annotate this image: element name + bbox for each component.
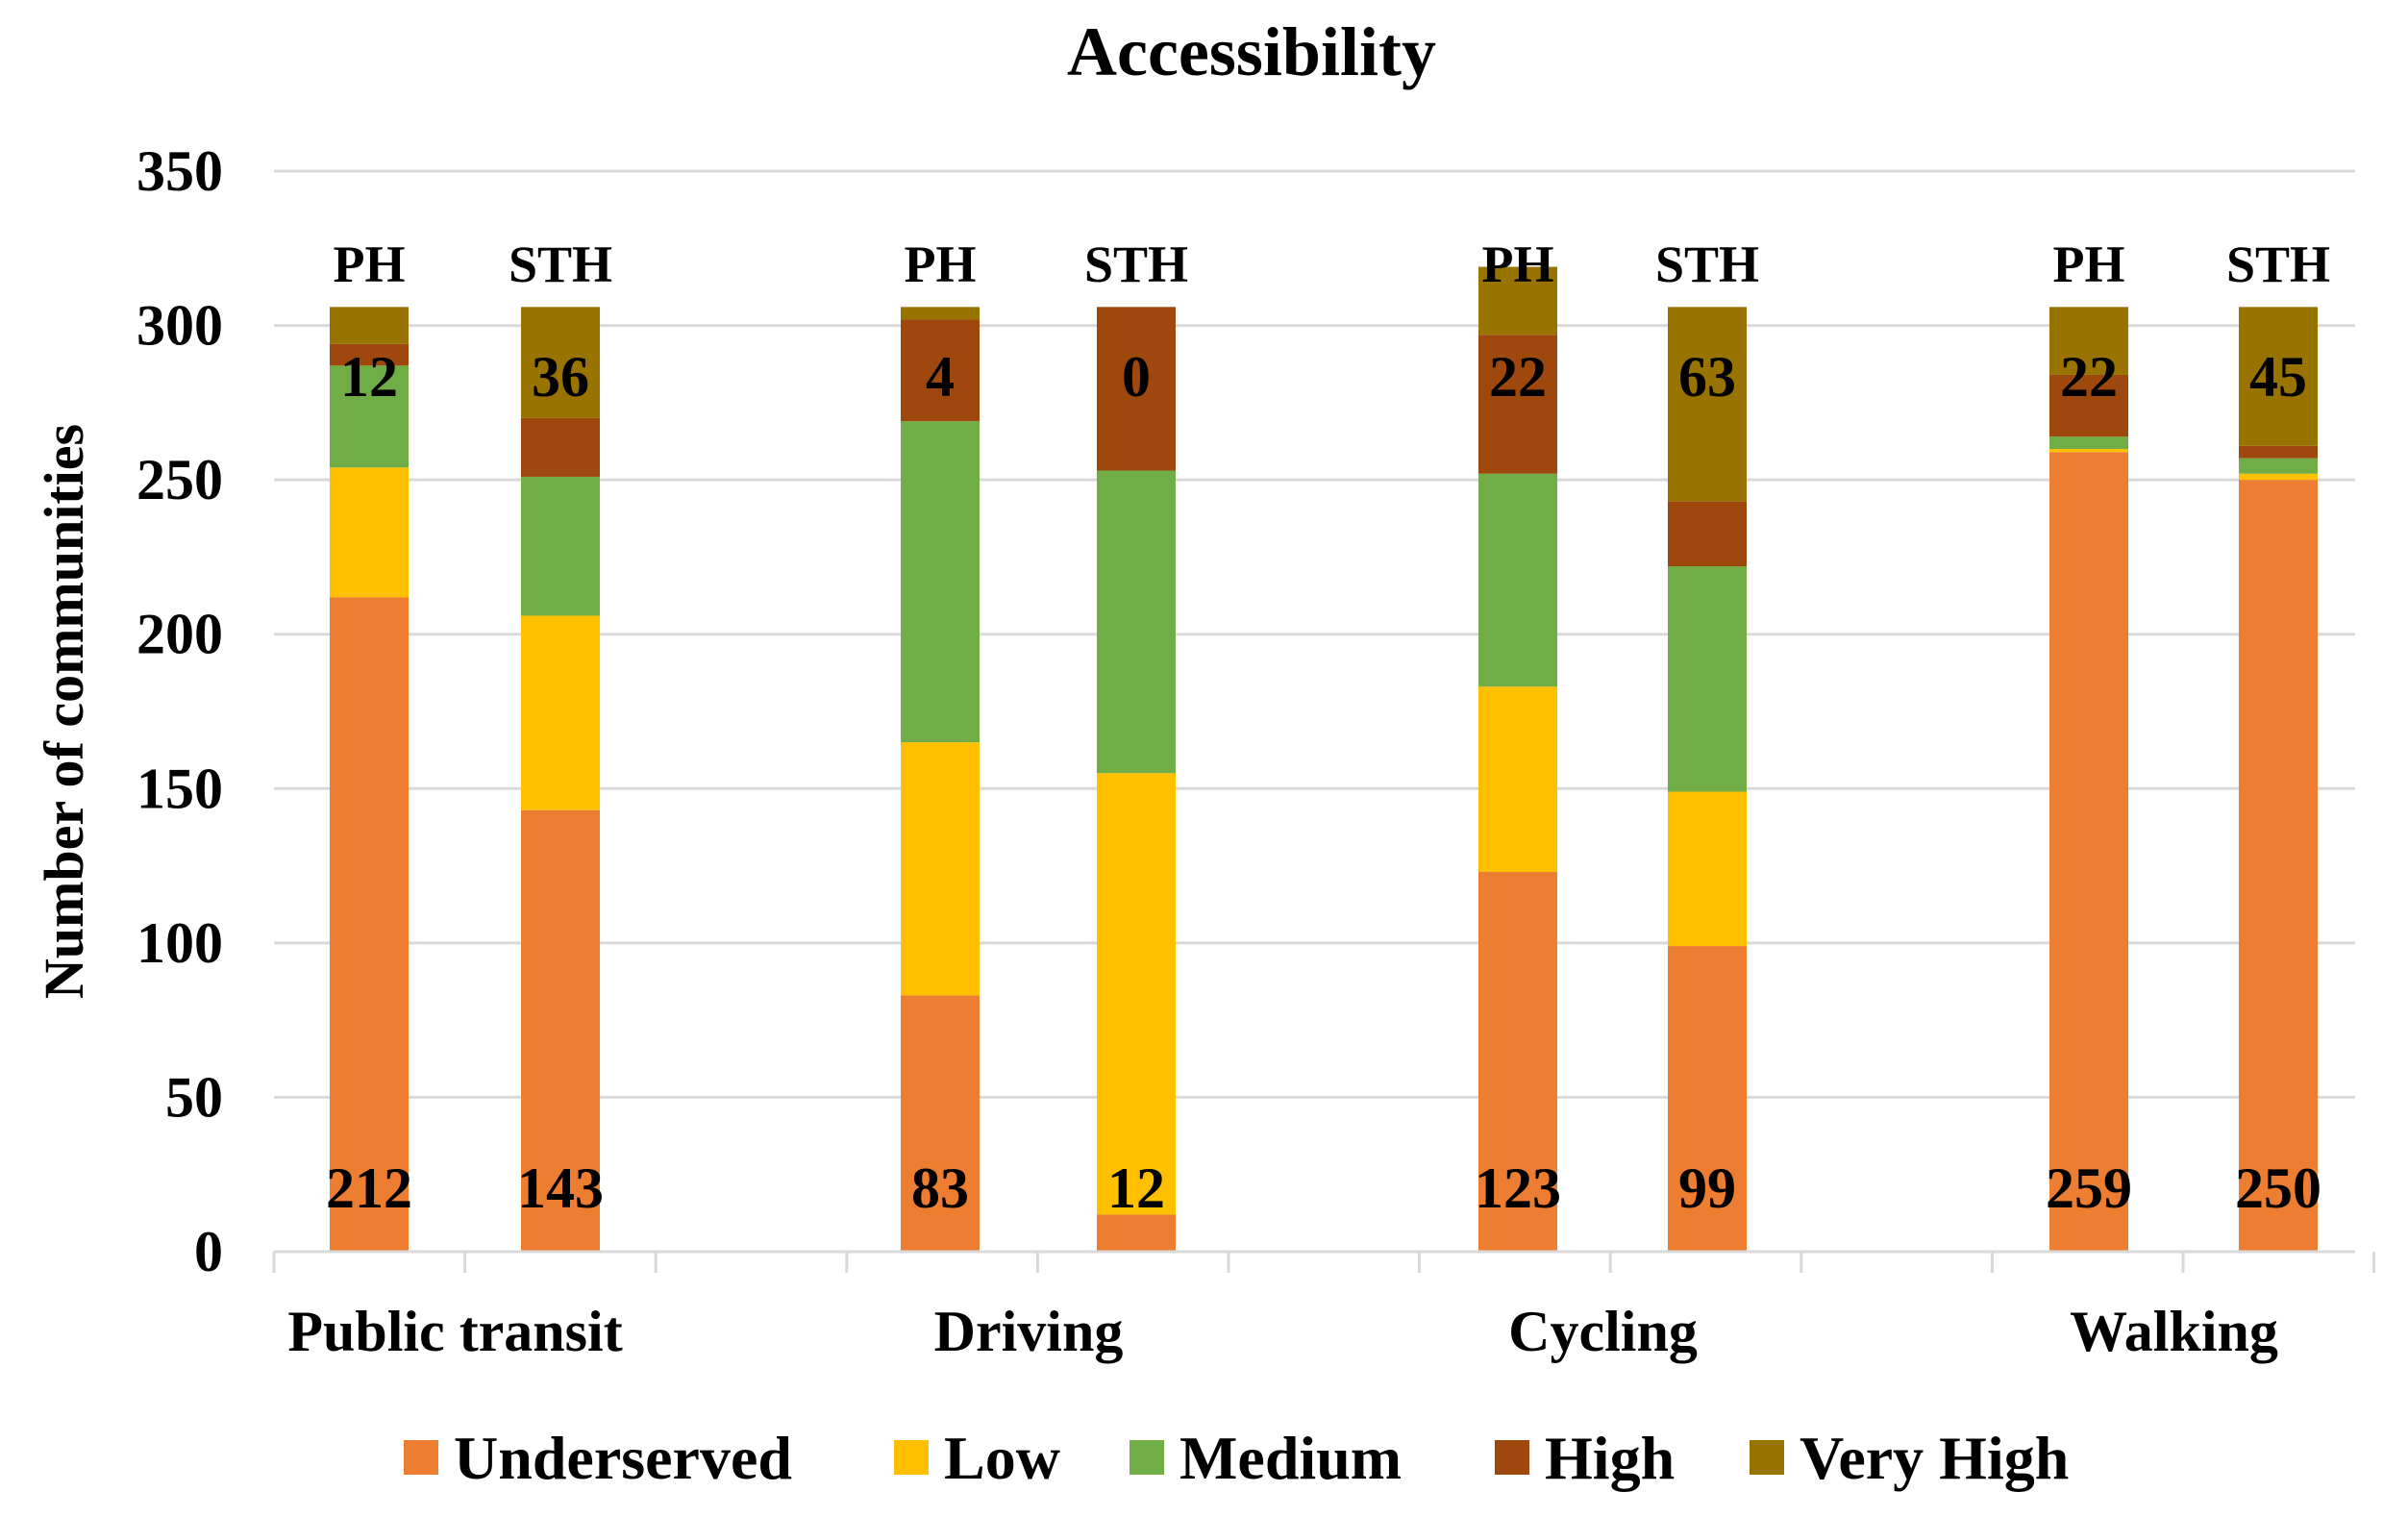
bar-value-label-very-high: 63 — [1678, 345, 1736, 409]
bar-value-label-underserved: 99 — [1678, 1156, 1736, 1220]
bar-segment-medium — [330, 365, 409, 468]
bar-segment-underserved — [901, 995, 980, 1252]
legend-label-low: Low — [944, 1424, 1060, 1492]
legend-label-high: High — [1545, 1424, 1675, 1492]
bar-value-label-underserved: 123 — [1475, 1156, 1561, 1220]
bar-subcategory-label: PH — [905, 236, 977, 293]
bar-value-label-very-high: 12 — [340, 345, 398, 409]
bar-segment-underserved — [1097, 1214, 1176, 1252]
bar-segment-underserved — [2239, 480, 2318, 1253]
data-labels: PH STH PH STH PH STH PH STH 212 143 83 12 123 99 259 25… — [326, 236, 2330, 1220]
bar-value-label-very-high: 0 — [1122, 345, 1151, 409]
gridlines — [274, 169, 2355, 1099]
bar-segment-underserved — [330, 597, 409, 1252]
bar-segment-low — [901, 742, 980, 996]
bar-value-label-underserved: 143 — [517, 1156, 604, 1220]
bar-subcategory-label: PH — [1482, 236, 1554, 293]
bar-segment-very-high — [1668, 307, 1747, 502]
y-axis-label: Number of communities — [33, 424, 95, 999]
x-category-label: Public transit — [287, 1300, 622, 1363]
y-tick-label: 150 — [137, 757, 223, 820]
bar-segment-low — [2239, 473, 2318, 481]
x-category-label: Walking — [2070, 1300, 2278, 1363]
bar-segment-low — [521, 615, 600, 810]
bar-segment-low — [2049, 449, 2128, 453]
bar-segment-high — [1097, 307, 1176, 471]
legend-swatch-medium — [1130, 1440, 1164, 1475]
bar-segment-medium — [521, 476, 600, 616]
legend-label-very-high: Very High — [1800, 1424, 2069, 1492]
bar-subcategory-label: STH — [509, 236, 612, 293]
bars — [330, 266, 2318, 1253]
y-tick-label: 250 — [137, 448, 223, 511]
bar-subcategory-label: STH — [1084, 236, 1188, 293]
y-tick-label: 0 — [194, 1220, 223, 1283]
x-category-label: Cycling — [1508, 1300, 1698, 1363]
bar-segment-medium — [901, 421, 980, 743]
bar-segment-high — [2239, 445, 2318, 459]
bar-segment-medium — [2049, 436, 2128, 450]
bar-subcategory-label: STH — [2226, 236, 2330, 293]
bar-segment-high — [1668, 501, 1747, 567]
x-category-label: Driving — [934, 1300, 1124, 1363]
bar-value-label-very-high: 45 — [2249, 345, 2307, 409]
bar-segment-medium — [1668, 566, 1747, 792]
bar-subcategory-label: PH — [2053, 236, 2125, 293]
bar-segment-underserved — [1478, 871, 1557, 1252]
bar-segment-very-high — [2049, 307, 2128, 375]
bar-value-label-very-high: 22 — [2060, 345, 2118, 409]
legend-label-medium: Medium — [1179, 1424, 1402, 1492]
y-tick-label: 100 — [137, 911, 223, 975]
chart-title: Accessibility — [1067, 13, 1436, 90]
bar-segment-medium — [1478, 473, 1557, 687]
bar-value-label-very-high: 4 — [926, 345, 955, 409]
bar-segment-low — [1668, 791, 1747, 947]
x-axis: Public transit Driving Cycling Walking — [272, 1250, 2376, 1363]
bar-segment-low — [1097, 773, 1176, 1215]
bar-value-label-underserved: 12 — [1107, 1156, 1165, 1220]
bar-segment-very-high — [2239, 307, 2318, 446]
bar-segment-very-high — [330, 307, 409, 344]
bar-segment-very-high — [901, 307, 980, 320]
y-tick-label: 200 — [137, 603, 223, 666]
bar-segment-very-high — [1478, 266, 1557, 336]
legend-swatch-low — [894, 1440, 929, 1475]
legend: Underserved Low Medium High Very High — [404, 1424, 2069, 1492]
y-axis-ticks: 0 50 100 150 200 250 300 350 — [137, 139, 223, 1283]
bar-segment-medium — [2239, 458, 2318, 474]
bar-value-label-underserved: 83 — [911, 1156, 969, 1220]
bar-subcategory-label: PH — [334, 236, 406, 293]
bar-value-label-very-high: 36 — [532, 345, 589, 409]
legend-swatch-high — [1495, 1440, 1529, 1475]
bar-value-label-underserved: 212 — [326, 1156, 412, 1220]
bar-subcategory-label: STH — [1655, 236, 1759, 293]
y-tick-label: 50 — [165, 1065, 223, 1129]
bar-segment-high — [1478, 335, 1557, 474]
bar-segment-high — [521, 417, 600, 477]
legend-swatch-underserved — [404, 1440, 438, 1475]
bar-segment-high — [901, 319, 980, 422]
bar-value-label-underserved: 250 — [2235, 1156, 2321, 1220]
legend-swatch-very-high — [1750, 1440, 1784, 1475]
legend-label-underserved: Underserved — [454, 1424, 792, 1492]
bar-segment-low — [1478, 686, 1557, 872]
bar-segment-underserved — [521, 809, 600, 1252]
bar-segment-underserved — [1668, 946, 1747, 1252]
bar-segment-high — [2049, 374, 2128, 437]
bar-segment-underserved — [2049, 452, 2128, 1252]
bar-segment-low — [330, 467, 409, 598]
bar-value-label-very-high: 22 — [1489, 345, 1547, 409]
bar-segment-very-high — [521, 307, 600, 418]
y-tick-label: 350 — [137, 139, 223, 203]
bar-segment-medium — [1097, 470, 1176, 774]
bar-value-label-underserved: 259 — [2046, 1156, 2132, 1220]
bar-segment-high — [330, 343, 409, 366]
y-tick-label: 300 — [137, 294, 223, 358]
